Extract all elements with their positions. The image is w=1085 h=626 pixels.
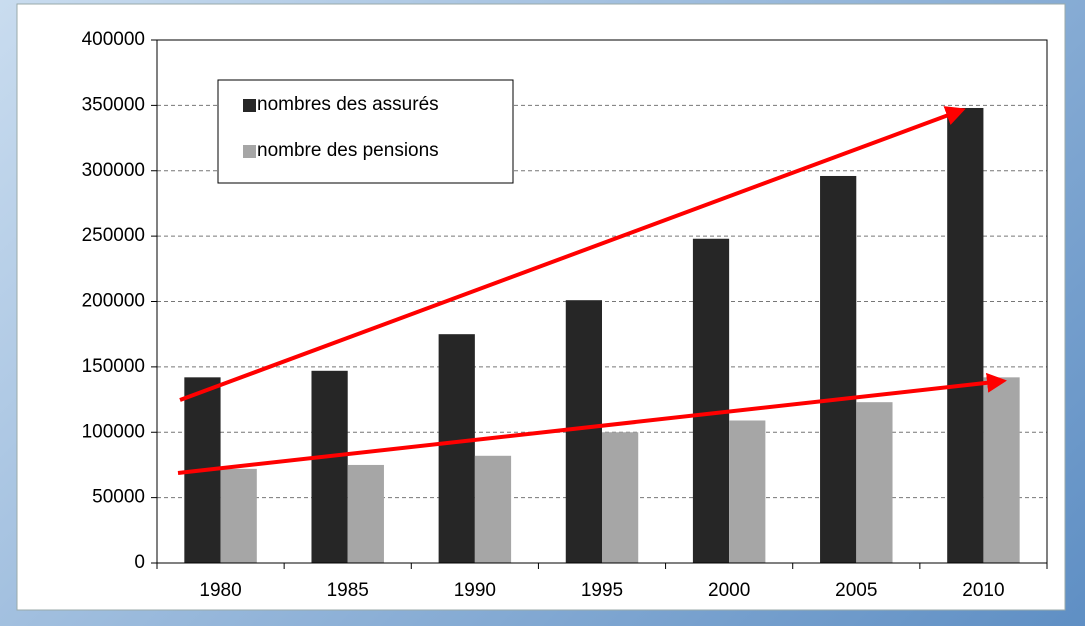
- y-tick-label: 300000: [82, 160, 145, 181]
- x-tick-label: 1995: [581, 580, 623, 601]
- bar: [438, 334, 475, 563]
- bar: [983, 377, 1020, 563]
- chart-background: [16, 3, 1066, 611]
- legend-swatch: [243, 145, 256, 158]
- bar: [565, 300, 602, 563]
- legend-label: nombre des pensions: [257, 140, 439, 161]
- bar: [220, 468, 257, 563]
- legend-swatch: [243, 99, 256, 112]
- x-tick-label: 1985: [327, 580, 369, 601]
- legend: nombres des assurés nombre des pensions: [217, 79, 514, 184]
- y-tick-label: 400000: [82, 29, 145, 50]
- x-tick-label: 2010: [962, 580, 1004, 601]
- bar: [729, 420, 766, 563]
- bar: [602, 432, 639, 563]
- x-tick-label: 1990: [454, 580, 496, 601]
- bar: [311, 370, 348, 563]
- y-tick-label: 350000: [82, 94, 145, 115]
- axes: 0 50000 100000 150000 200000 250000 300000 3500…: [82, 29, 1048, 601]
- x-tick-label: 2000: [708, 580, 750, 601]
- trend-arrow: [177, 372, 1007, 475]
- legend-box: [217, 79, 514, 184]
- bar: [692, 238, 730, 564]
- y-tick-label: 250000: [82, 225, 145, 246]
- x-tick-label: 2005: [835, 580, 877, 601]
- y-tick-label: 150000: [82, 356, 145, 377]
- trend-arrow: [179, 106, 966, 402]
- x-tick-label: 1980: [199, 580, 241, 601]
- bar: [347, 464, 384, 563]
- y-tick-label: 100000: [82, 421, 145, 442]
- bar: [947, 107, 984, 564]
- bar: [820, 175, 857, 564]
- y-tick-label: 0: [134, 552, 145, 573]
- bar: [474, 455, 512, 563]
- plot-border: [156, 39, 1048, 564]
- legend-label: nombres des assurés: [257, 94, 439, 115]
- y-tick-label: 200000: [82, 291, 145, 312]
- bar: [856, 402, 893, 563]
- y-tick-label: 50000: [92, 487, 145, 508]
